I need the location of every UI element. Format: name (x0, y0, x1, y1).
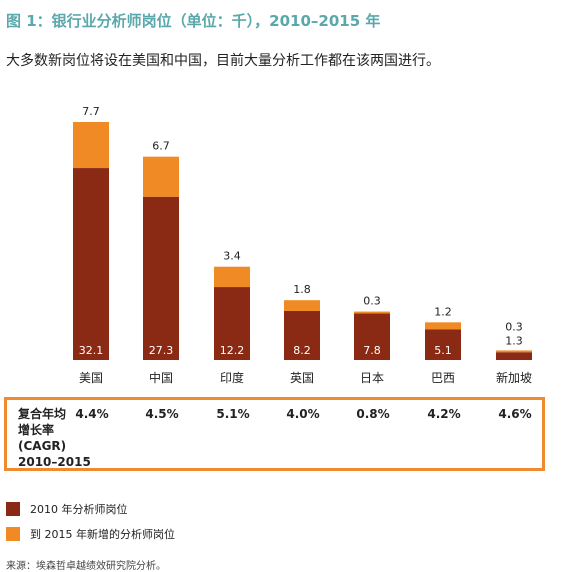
category-label: 日本 (360, 371, 384, 385)
bar-2010 (143, 196, 179, 360)
bar-new (73, 121, 109, 169)
cagr-label-line: 2010–2015 (18, 455, 91, 469)
cagr-label-line: (CAGR) (18, 439, 67, 453)
cagr-value: 0.8% (356, 407, 390, 421)
base-value-label: 8.2 (293, 344, 311, 357)
bar-new (425, 322, 461, 330)
bar-new (496, 350, 532, 353)
chart-subtitle: 大多数新岗位将设在美国和中国，目前大量分析工作都在该两国进行。 (6, 53, 440, 69)
legend-label-2010: 2010 年分析师岗位 (30, 503, 128, 516)
category-label: 巴西 (431, 371, 455, 385)
cagr-value: 4.4% (75, 407, 109, 421)
category-label: 印度 (220, 370, 244, 385)
new-value-label: 0.3 (363, 295, 381, 308)
base-value-label: 1.3 (505, 334, 523, 347)
new-value-label: 1.2 (434, 305, 452, 318)
new-value-label: 3.4 (223, 250, 241, 263)
bar-2010 (284, 310, 320, 360)
cagr-value: 4.0% (286, 407, 320, 421)
category-label: 美国 (79, 371, 103, 385)
legend-swatch-2010 (6, 502, 20, 516)
new-value-label: 1.8 (293, 283, 311, 296)
category-label: 英国 (290, 371, 314, 385)
base-value-label: 27.3 (149, 344, 174, 357)
new-value-label: 6.7 (152, 140, 170, 153)
cagr-value: 4.5% (145, 407, 179, 421)
bar-2010 (425, 329, 461, 360)
new-value-label: 0.3 (505, 320, 523, 333)
cagr-label-line: 复合年均 (18, 407, 67, 421)
bar-2010 (73, 168, 109, 360)
legend-label-new: 到 2015 年新增的分析师岗位 (30, 528, 175, 541)
base-value-label: 5.1 (434, 344, 452, 357)
bar-new (284, 300, 320, 311)
cagr-box: 复合年均 增长率 (CAGR) 2010–2015 4.4% 4.5% 5.1% 4.… (4, 397, 545, 471)
chart-title: 图 1：银行业分析师岗位（单位：千），2010–2015 年 (6, 12, 381, 30)
cagr-value: 4.6% (498, 407, 532, 421)
new-value-label: 7.7 (82, 105, 100, 118)
category-label: 新加坡 (496, 370, 532, 385)
cagr-value: 5.1% (216, 407, 250, 421)
bar-new (143, 156, 179, 197)
base-value-label: 32.1 (79, 344, 104, 357)
bar-2010 (214, 287, 250, 360)
bar-new (354, 311, 390, 314)
source-note: 来源：埃森哲卓越绩效研究院分析。 (6, 561, 166, 572)
bar-2010 (354, 313, 390, 360)
cagr-label-line: 增长率 (18, 423, 55, 437)
bar-new (214, 266, 250, 288)
cagr-value: 4.2% (427, 407, 461, 421)
bar-chart: 32.1 7.7 美国 27.3 6.7 中国 12.2 3.4 印度 8.2 1.8 英国 7.8 0.… (73, 105, 532, 385)
bar-2010 (496, 352, 532, 360)
legend-swatch-new (6, 527, 20, 541)
category-label: 中国 (149, 370, 173, 385)
base-value-label: 12.2 (220, 344, 245, 357)
cagr-label: 复合年均 增长率 (CAGR) 2010–2015 (18, 406, 91, 470)
base-value-label: 7.8 (363, 344, 381, 357)
